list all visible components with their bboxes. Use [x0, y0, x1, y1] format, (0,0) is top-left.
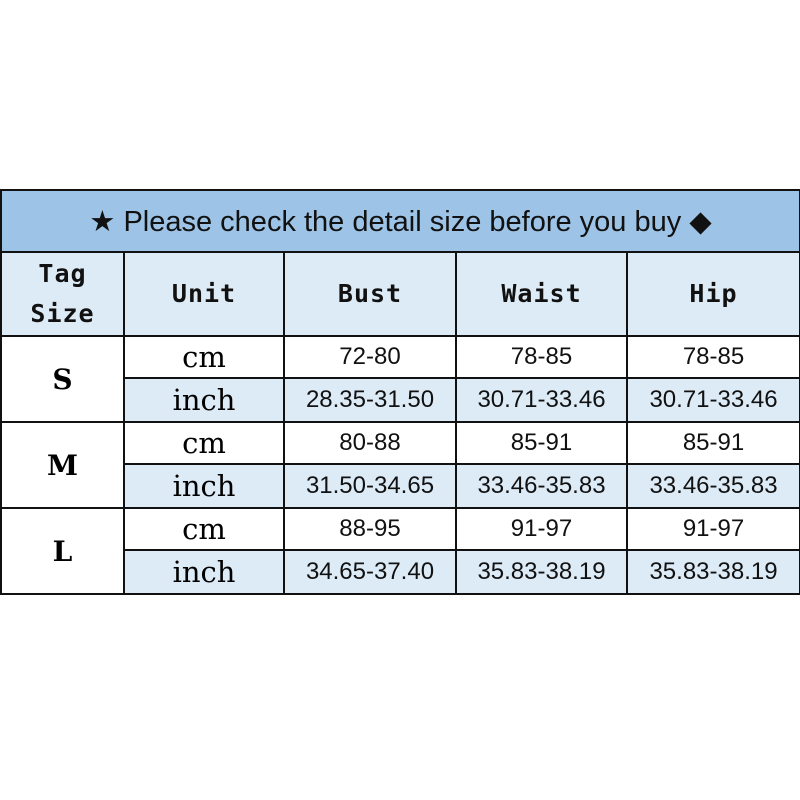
size-cell: M: [0, 421, 125, 509]
size-chart-title: ★ Please check the detail size before yo…: [0, 189, 800, 253]
size-chart-table: ★ Please check the detail size before yo…: [0, 189, 800, 595]
bust-cell: 34.65-37.40: [283, 549, 457, 595]
unit-cell: cm: [123, 335, 285, 379]
waist-cell: 85-91: [455, 421, 628, 465]
header-bust: Bust: [283, 251, 457, 337]
hip-cell: 33.46-35.83: [625, 463, 800, 509]
header-waist: Waist: [455, 251, 628, 337]
header-size: Size: [30, 299, 95, 328]
hip-cell: 85-91: [625, 421, 800, 465]
unit-cell: inch: [123, 549, 285, 595]
bust-cell: 31.50-34.65: [283, 463, 457, 509]
hip-cell: 30.71-33.46: [625, 377, 800, 423]
unit-cell: inch: [123, 463, 285, 509]
table-row-s-inch: inch 28.35-31.50 30.71-33.46 30.71-33.46: [1, 377, 800, 423]
header-unit: Unit: [123, 251, 285, 337]
unit-cell: cm: [123, 507, 285, 551]
bust-cell: 80-88: [283, 421, 457, 465]
waist-cell: 35.83-38.19: [455, 549, 628, 595]
unit-cell: cm: [123, 421, 285, 465]
table-row-m-inch: inch 31.50-34.65 33.46-35.83 33.46-35.83: [1, 463, 800, 509]
star-icon: ★: [89, 205, 116, 238]
size-cell: L: [0, 507, 125, 595]
size-cell: S: [0, 335, 125, 423]
table-row-l-inch: inch 34.65-37.40 35.83-38.19 35.83-38.19: [1, 549, 800, 595]
bust-cell: 88-95: [283, 507, 457, 551]
waist-cell: 30.71-33.46: [455, 377, 628, 423]
title-text: Please check the detail size before you …: [123, 205, 682, 238]
header-hip: Hip: [625, 251, 800, 337]
hip-cell: 35.83-38.19: [625, 549, 800, 595]
bust-cell: 72-80: [283, 335, 457, 379]
hip-cell: 91-97: [625, 507, 800, 551]
waist-cell: 78-85: [455, 335, 628, 379]
waist-cell: 33.46-35.83: [455, 463, 628, 509]
unit-cell: inch: [123, 377, 285, 423]
header-tag-size: Tag Size: [0, 251, 125, 337]
hip-cell: 78-85: [625, 335, 800, 379]
waist-cell: 91-97: [455, 507, 628, 551]
bust-cell: 28.35-31.50: [283, 377, 457, 423]
diamond-icon: ◆: [689, 205, 712, 238]
header-tag: Tag: [38, 259, 87, 288]
